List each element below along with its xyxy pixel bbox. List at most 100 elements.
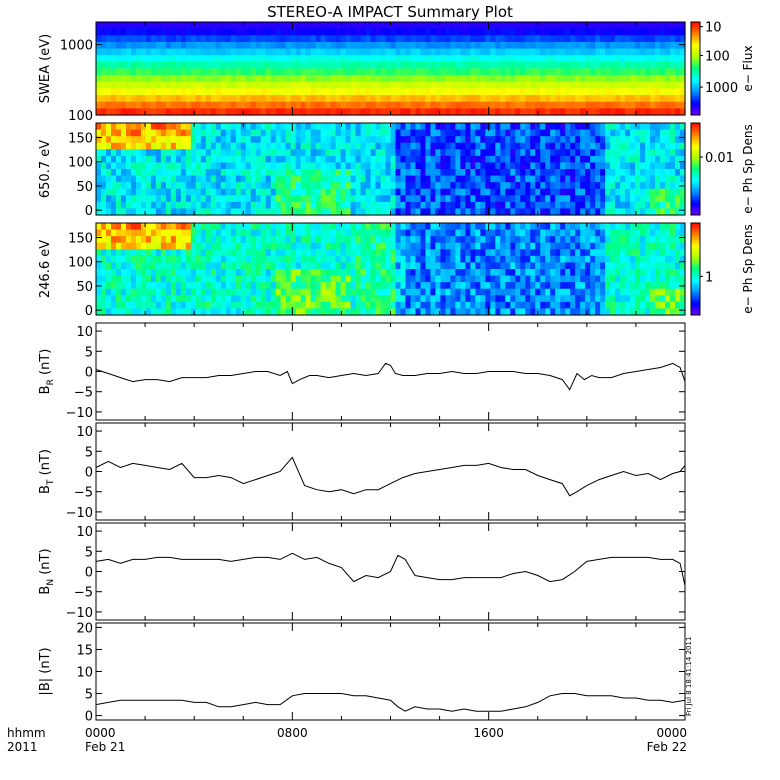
heatmap-cell <box>620 275 626 283</box>
heatmap-cell <box>265 35 272 43</box>
heatmap-cell <box>550 208 556 216</box>
heatmap-cell <box>560 169 566 177</box>
heatmap-cell <box>470 295 476 303</box>
heatmap-cell <box>510 182 516 190</box>
heatmap-cell <box>165 101 172 109</box>
heatmap-cell <box>385 101 392 109</box>
heatmap-cell <box>525 223 531 231</box>
heatmap-cell <box>335 195 342 203</box>
heatmap-cell <box>140 175 147 183</box>
heatmap-cell <box>230 182 237 190</box>
heatmap-cell <box>595 242 601 250</box>
heatmap-cell <box>275 262 282 270</box>
heatmap-cell <box>330 55 337 63</box>
heatmap-cell <box>100 28 107 36</box>
heatmap-cell <box>96 88 102 96</box>
heatmap-cell <box>150 41 157 50</box>
heatmap-cell <box>96 136 102 144</box>
heatmap-cell <box>650 41 656 50</box>
heatmap-cell <box>565 188 571 196</box>
heatmap-cell <box>175 155 182 164</box>
heatmap-cell <box>625 208 631 216</box>
heatmap-cell <box>330 208 337 216</box>
heatmap-cell <box>535 182 541 190</box>
heatmap-cell <box>405 123 412 131</box>
heatmap-cell <box>280 22 287 30</box>
heatmap-cell <box>320 155 327 164</box>
heatmap-cell <box>680 188 686 196</box>
heatmap-cell <box>520 129 526 137</box>
heatmap-cell <box>475 195 481 203</box>
heatmap-cell <box>640 95 646 103</box>
heatmap-cell <box>340 249 347 257</box>
heatmap-cell <box>635 308 641 316</box>
heatmap-cell <box>160 162 167 170</box>
heatmap-cell <box>345 229 352 237</box>
heatmap-cell <box>365 282 372 290</box>
heatmap-cell <box>555 188 561 196</box>
heatmap-cell <box>625 136 631 144</box>
heatmap-cell <box>375 28 382 36</box>
heatmap-cell <box>120 136 127 144</box>
heatmap-cell <box>610 162 616 170</box>
heatmap-cell <box>125 61 132 70</box>
heatmap-cell <box>130 308 137 316</box>
heatmap-cell <box>365 88 372 96</box>
heatmap-cell <box>645 301 651 310</box>
heatmap-cell <box>370 48 377 56</box>
heatmap-cell <box>570 282 576 290</box>
heatmap-cell <box>530 288 536 296</box>
heatmap-cell <box>145 55 152 63</box>
heatmap-cell <box>310 129 317 137</box>
heatmap-cell <box>450 282 456 290</box>
heatmap-cell <box>170 41 177 50</box>
heatmap-cell <box>450 35 456 43</box>
heatmap-cell <box>255 35 262 43</box>
heatmap-cell <box>535 142 541 150</box>
heatmap-cell <box>235 136 242 144</box>
heatmap-cell <box>295 55 302 63</box>
heatmap-cell <box>150 48 157 56</box>
heatmap-cell <box>490 208 496 216</box>
heatmap-cell <box>600 108 606 116</box>
heatmap-cell <box>295 269 302 277</box>
heatmap-cell <box>480 35 486 43</box>
heatmap-cell <box>180 155 187 164</box>
heatmap-cell <box>465 269 471 277</box>
heatmap-cell <box>480 236 486 244</box>
heatmap-cell <box>555 229 561 237</box>
heatmap-cell <box>130 282 137 290</box>
heatmap-cell <box>295 182 302 190</box>
heatmap-cell <box>300 262 307 270</box>
heatmap-cell <box>130 275 137 283</box>
heatmap-cell <box>170 308 177 316</box>
heatmap-cell <box>410 28 417 36</box>
heatmap-cell <box>635 262 641 270</box>
heatmap-cell <box>110 182 117 190</box>
heatmap-cell <box>525 188 531 196</box>
heatmap-cell <box>525 162 531 170</box>
heatmap-cell <box>170 136 177 144</box>
heatmap-cell <box>280 68 287 76</box>
heatmap-cell <box>625 108 631 116</box>
heatmap-cell <box>150 136 157 144</box>
heatmap-cell <box>225 149 232 157</box>
heatmap-cell <box>645 142 651 150</box>
heatmap-cell <box>255 149 262 157</box>
heatmap-cell <box>365 295 372 303</box>
heatmap-cell <box>295 288 302 296</box>
heatmap-cell <box>135 136 142 144</box>
heatmap-cell <box>345 61 352 70</box>
heatmap-cell <box>405 129 412 137</box>
heatmap-cell <box>635 61 641 70</box>
heatmap-cell <box>355 301 362 310</box>
heatmap-cell <box>385 55 392 63</box>
heatmap-cell <box>140 88 147 96</box>
heatmap-cell <box>575 95 581 103</box>
heatmap-cell <box>200 108 207 116</box>
heatmap-cell <box>165 288 172 296</box>
heatmap-cell <box>495 288 501 296</box>
heatmap-cell <box>490 142 496 150</box>
heatmap-cell <box>130 88 137 96</box>
heatmap-cell <box>135 108 142 116</box>
